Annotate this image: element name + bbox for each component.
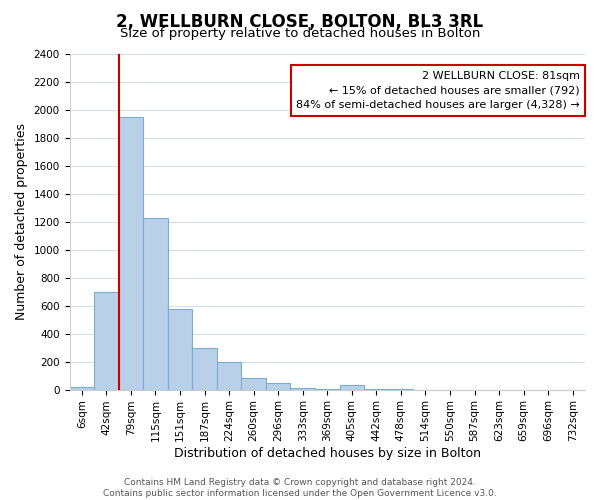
Bar <box>241 378 266 390</box>
Bar <box>266 384 290 390</box>
Bar <box>364 389 389 390</box>
Bar <box>340 386 364 390</box>
Bar <box>192 348 217 390</box>
Bar <box>217 362 241 390</box>
Y-axis label: Number of detached properties: Number of detached properties <box>15 124 28 320</box>
Bar <box>70 388 94 390</box>
Bar <box>94 292 119 390</box>
Text: 2, WELLBURN CLOSE, BOLTON, BL3 3RL: 2, WELLBURN CLOSE, BOLTON, BL3 3RL <box>116 12 484 30</box>
Text: Contains HM Land Registry data © Crown copyright and database right 2024.
Contai: Contains HM Land Registry data © Crown c… <box>103 478 497 498</box>
X-axis label: Distribution of detached houses by size in Bolton: Distribution of detached houses by size … <box>174 447 481 460</box>
Bar <box>315 389 340 390</box>
Bar <box>290 388 315 390</box>
Text: Size of property relative to detached houses in Bolton: Size of property relative to detached ho… <box>120 28 480 40</box>
Bar <box>143 218 168 390</box>
Text: 2 WELLBURN CLOSE: 81sqm
← 15% of detached houses are smaller (792)
84% of semi-d: 2 WELLBURN CLOSE: 81sqm ← 15% of detache… <box>296 71 580 110</box>
Bar <box>168 309 192 390</box>
Bar <box>119 117 143 390</box>
